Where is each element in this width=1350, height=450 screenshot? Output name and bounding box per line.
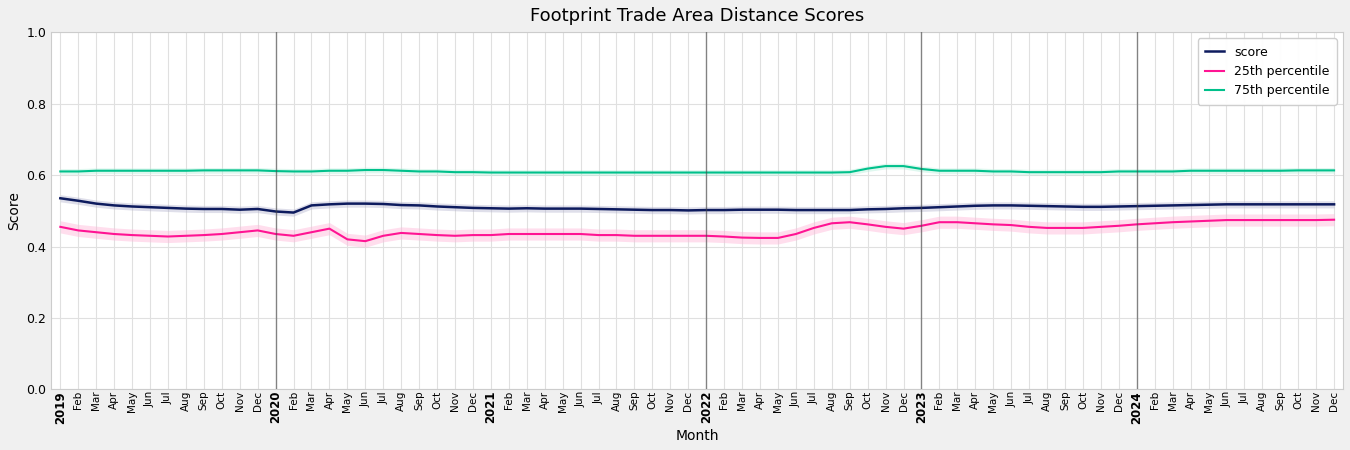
25th percentile [53,224,69,230]
Y-axis label: Score: Score [7,191,22,230]
75th percentile [878,163,894,169]
X-axis label: Month: Month [675,429,720,443]
25th percentile [1326,217,1342,222]
75th percentile [895,163,911,169]
score [53,196,69,201]
75th percentile [788,170,805,175]
25th percentile [878,224,894,230]
score [788,207,805,213]
Legend: score, 25th percentile, 75th percentile: score, 25th percentile, 75th percentile [1197,38,1336,105]
score [375,201,391,207]
75th percentile [232,168,248,173]
75th percentile [1326,168,1342,173]
score [1326,202,1342,207]
score [285,210,301,215]
75th percentile [949,168,965,173]
score [501,206,517,211]
25th percentile [358,238,374,244]
75th percentile [1254,168,1270,173]
Line: 25th percentile: 25th percentile [61,220,1334,241]
25th percentile [931,220,948,225]
25th percentile [788,231,805,237]
Line: 75th percentile: 75th percentile [61,166,1334,172]
75th percentile [483,170,499,175]
25th percentile [375,233,391,238]
75th percentile [501,170,517,175]
Title: Footprint Trade Area Distance Scores: Footprint Trade Area Distance Scores [531,7,864,25]
25th percentile [232,230,248,235]
score [878,206,894,211]
score [931,204,948,210]
Line: score: score [61,198,1334,212]
25th percentile [501,231,517,237]
75th percentile [53,169,69,174]
score [232,207,248,212]
